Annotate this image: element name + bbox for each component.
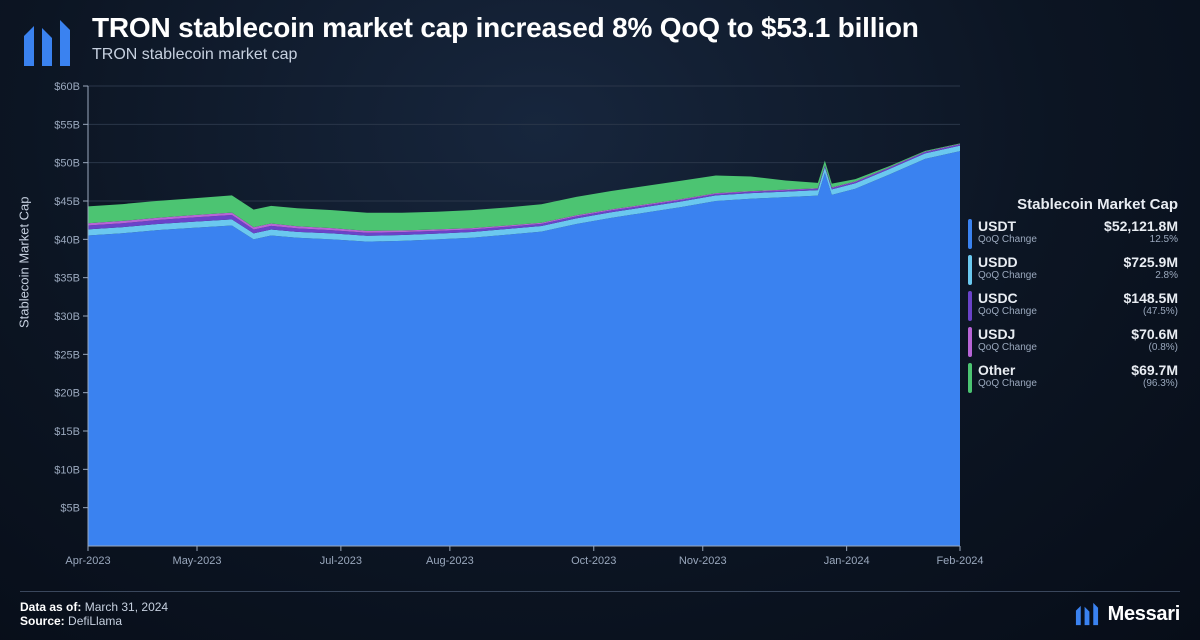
legend: Stablecoin Market Cap USDT QoQ Change $5… (968, 196, 1178, 399)
legend-title: Stablecoin Market Cap (968, 196, 1178, 213)
legend-swatch (968, 363, 972, 393)
x-tick-label: Apr-2023 (65, 555, 110, 567)
legend-swatch (968, 327, 972, 357)
x-tick-label: Aug-2023 (426, 555, 474, 567)
legend-swatch (968, 291, 972, 321)
legend-item-sublabel: QoQ Change (978, 306, 1037, 317)
legend-items: USDT QoQ Change $52,121.8M 12.5% USDD Qo… (968, 219, 1178, 393)
y-tick-label: $10B (54, 464, 80, 476)
legend-item-value: $69.7M (1131, 363, 1178, 378)
y-tick-label: $35B (54, 273, 80, 285)
page-title: TRON stablecoin market cap increased 8% … (92, 12, 1180, 44)
y-tick-label: $40B (54, 234, 80, 246)
y-tick-label: $30B (54, 311, 80, 323)
legend-item-change: (47.5%) (1124, 306, 1178, 317)
legend-item-change: (96.3%) (1131, 378, 1178, 389)
y-tick-label: $25B (54, 349, 80, 361)
legend-item-value: $52,121.8M (1104, 219, 1178, 234)
legend-item-name: Other (978, 363, 1037, 378)
source-label: Source: (20, 614, 65, 628)
legend-item-sublabel: QoQ Change (978, 270, 1037, 281)
legend-item-name: USDD (978, 255, 1037, 270)
y-tick-label: $55B (54, 119, 80, 131)
y-tick-label: $20B (54, 388, 80, 400)
legend-item-name: USDJ (978, 327, 1037, 342)
legend-item-value: $725.9M (1124, 255, 1178, 270)
y-tick-label: $15B (54, 426, 80, 438)
footer: Data as of: March 31, 2024 Source: DefiL… (20, 591, 1180, 628)
legend-item-name: USDT (978, 219, 1037, 234)
brand-logo-icon (20, 16, 74, 70)
legend-item-sublabel: QoQ Change (978, 378, 1037, 389)
legend-item-name: USDC (978, 291, 1037, 306)
x-tick-label: Feb-2024 (936, 555, 983, 567)
data-as-of-label: Data as of: (20, 600, 81, 614)
y-tick-label: $5B (60, 503, 80, 515)
y-tick-label: $50B (54, 158, 80, 170)
legend-row: USDT QoQ Change $52,121.8M 12.5% (968, 219, 1178, 249)
brand-name: Messari (1108, 603, 1180, 626)
legend-swatch (968, 219, 972, 249)
legend-row: USDC QoQ Change $148.5M (47.5%) (968, 291, 1178, 321)
legend-swatch (968, 255, 972, 285)
x-tick-label: Jan-2024 (824, 555, 870, 567)
x-tick-label: Oct-2023 (571, 555, 616, 567)
page-subtitle: TRON stablecoin market cap (92, 46, 1180, 64)
legend-item-value: $70.6M (1131, 327, 1178, 342)
source-value: DefiLlama (68, 614, 122, 628)
legend-row: USDJ QoQ Change $70.6M (0.8%) (968, 327, 1178, 357)
legend-item-change: 2.8% (1124, 270, 1178, 281)
x-tick-label: Jul-2023 (320, 555, 362, 567)
legend-item-sublabel: QoQ Change (978, 342, 1037, 353)
legend-item-change: (0.8%) (1131, 342, 1178, 353)
y-tick-label: $60B (54, 81, 80, 93)
legend-item-value: $148.5M (1124, 291, 1178, 306)
x-tick-label: Nov-2023 (679, 555, 727, 567)
legend-row: Other QoQ Change $69.7M (96.3%) (968, 363, 1178, 393)
legend-item-change: 12.5% (1104, 234, 1178, 245)
legend-row: USDD QoQ Change $725.9M 2.8% (968, 255, 1178, 285)
footer-meta: Data as of: March 31, 2024 Source: DefiL… (20, 600, 168, 628)
brand-logo-icon (1074, 601, 1100, 627)
y-tick-label: $45B (54, 196, 80, 208)
legend-item-sublabel: QoQ Change (978, 234, 1037, 245)
data-as-of-value: March 31, 2024 (85, 600, 168, 614)
x-tick-label: May-2023 (173, 555, 222, 567)
